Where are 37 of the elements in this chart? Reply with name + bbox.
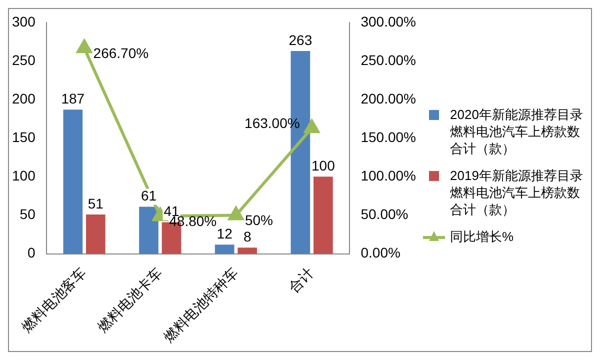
y-tick-label: 300 (12, 13, 36, 30)
data-label: 12 (216, 225, 233, 242)
y2-tick-label: 300.00% (360, 13, 416, 30)
x-tick-label: 燃料电池客车 (18, 264, 90, 336)
y2-tick-label: 200.00% (360, 90, 416, 106)
point (76, 40, 92, 54)
point (304, 120, 320, 134)
y-tick-label: 200 (12, 90, 36, 106)
x-tick-label: 合计 (286, 264, 317, 296)
y2-tick-label: 250.00% (360, 52, 416, 68)
bar (314, 176, 333, 254)
bar (214, 244, 234, 254)
point (228, 206, 244, 220)
data-label: 61 (140, 188, 157, 204)
data-label: 8 (243, 228, 252, 245)
data-label: 50% (244, 212, 273, 228)
bar (139, 206, 158, 254)
data-label: 100 (312, 158, 336, 174)
y2-tick-label: 100.00% (360, 168, 416, 184)
bar (63, 110, 83, 254)
legend-label: 同比增长% (450, 228, 514, 244)
data-label: 51 (88, 195, 104, 212)
y-tick-label: 0 (28, 244, 36, 261)
y-tick-label: 150 (12, 128, 36, 145)
legend-label: 2020年新能源推荐目录燃料电池汽车上榜款数合计（款） (450, 106, 584, 156)
data-label: 263 (288, 32, 312, 48)
y2-tick-label: 0.00% (360, 244, 400, 261)
legend-label: 2019年新能源推荐目录燃料电池汽车上榜款数合计（款） (450, 166, 584, 218)
data-label: 187 (61, 90, 85, 106)
y-tick-label: 100 (12, 168, 36, 184)
y-tick-label: 50 (20, 206, 36, 222)
bar (86, 214, 106, 254)
bar (238, 248, 258, 254)
y2-tick-label: 50.00% (360, 206, 408, 222)
y2-tick-label: 150.00% (360, 128, 416, 145)
data-label: 266.70% (93, 44, 149, 61)
y-tick-label: 250 (12, 52, 36, 68)
